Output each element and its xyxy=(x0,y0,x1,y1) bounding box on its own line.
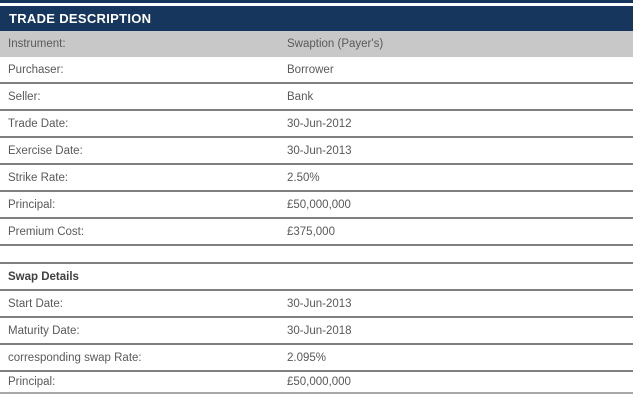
row-value: 30-Jun-2013 xyxy=(287,297,352,310)
row-label: Strike Rate: xyxy=(8,171,69,184)
row-value: £50,000,000 xyxy=(287,198,351,211)
row-value: 30-Jun-2018 xyxy=(287,324,352,337)
row-value: 30-Jun-2012 xyxy=(287,117,352,130)
table-row: corresponding swap Rate: 2.095% xyxy=(0,345,633,372)
row-value: £50,000,000 xyxy=(287,376,351,388)
table-title-bar: TRADE DESCRIPTION xyxy=(0,6,633,31)
row-value: 2.095% xyxy=(287,351,327,364)
table-row: Principal: £50,000,000 xyxy=(0,372,633,394)
row-label: Premium Cost: xyxy=(8,225,85,238)
row-value: Swaption (Payer's) xyxy=(287,38,384,50)
row-value: Bank xyxy=(287,90,314,103)
row-label: Principal: xyxy=(8,198,56,211)
table-row: Seller: Bank xyxy=(0,84,633,111)
table-title: TRADE DESCRIPTION xyxy=(9,11,152,26)
row-label: Trade Date: xyxy=(8,117,69,130)
row-value: Borrower xyxy=(287,63,334,76)
row-label: Instrument: xyxy=(8,38,66,50)
row-label: Principal: xyxy=(8,376,56,388)
row-value: 2.50% xyxy=(287,171,320,184)
table-row: Swap Details xyxy=(0,264,633,291)
table-row: Trade Date: 30-Jun-2012 xyxy=(0,111,633,138)
row-label: Purchaser: xyxy=(8,63,64,76)
table-body: Instrument: Swaption (Payer's) Purchaser: B… xyxy=(0,31,633,394)
row-label: Maturity Date: xyxy=(8,324,80,337)
table-top-border xyxy=(0,0,633,3)
table-row: Principal: £50,000,000 xyxy=(0,192,633,219)
table-row: Premium Cost: £375,000 xyxy=(0,219,633,246)
trade-description-table: TRADE DESCRIPTION Instrument: Swaption (P… xyxy=(0,0,633,394)
table-row: Strike Rate: 2.50% xyxy=(0,165,633,192)
row-label: Start Date: xyxy=(8,297,63,310)
table-row: Purchaser: Borrower xyxy=(0,57,633,84)
table-row xyxy=(0,246,633,264)
row-value: 30-Jun-2013 xyxy=(287,144,352,157)
row-label: corresponding swap Rate: xyxy=(8,351,142,364)
row-label: Swap Details xyxy=(8,270,79,283)
table-row: Maturity Date: 30-Jun-2018 xyxy=(0,318,633,345)
row-label: Seller: xyxy=(8,90,41,103)
table-row: Instrument: Swaption (Payer's) xyxy=(0,31,633,57)
table-row: Start Date: 30-Jun-2013 xyxy=(0,291,633,318)
row-label: Exercise Date: xyxy=(8,144,83,157)
table-row: Exercise Date: 30-Jun-2013 xyxy=(0,138,633,165)
row-value: £375,000 xyxy=(287,225,335,238)
